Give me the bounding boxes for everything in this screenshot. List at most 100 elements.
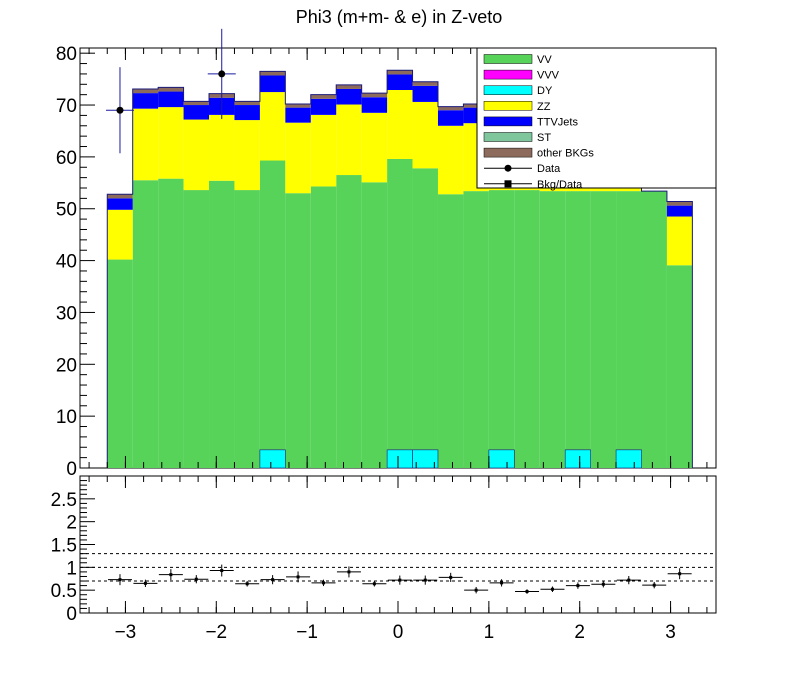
bar-vv-17 xyxy=(539,191,566,468)
overlay-bar-4 xyxy=(564,449,591,469)
bar-other-bkgs-14 xyxy=(463,104,489,108)
bar-other-bkgs-9 xyxy=(336,84,362,89)
bar-zz-13 xyxy=(437,125,464,195)
x-tick-label-5: 2 xyxy=(574,622,585,643)
legend-label-vvv: VVV xyxy=(537,70,560,82)
ratio-point-14 xyxy=(474,588,478,592)
bar-other-bkgs-13 xyxy=(437,106,464,111)
overlay-bar-5 xyxy=(615,449,642,469)
ratio-point-6 xyxy=(271,578,275,582)
bar-ttvjets-12 xyxy=(412,85,438,102)
bar-zz-22 xyxy=(666,216,693,266)
y-tick-label-3: 30 xyxy=(56,303,77,324)
ratio-point-13 xyxy=(449,575,453,579)
bar-vv-19 xyxy=(590,191,617,468)
ratio-point-11 xyxy=(398,578,402,582)
bar-other-bkgs-7 xyxy=(285,104,311,108)
ratio-reference-lines xyxy=(80,553,716,582)
ratio-y-tick-label-5: 2.5 xyxy=(51,490,77,511)
legend-label-st: ST xyxy=(537,132,551,144)
ratio-point-5 xyxy=(245,582,249,586)
chart-title: Phi3 (m+m- & e) in Z-veto xyxy=(296,7,503,27)
bar-ttvjets-11 xyxy=(387,74,413,90)
y-tick-label-0: 0 xyxy=(66,459,77,480)
bar-zz-6 xyxy=(259,92,286,161)
x-tick-label-2: −1 xyxy=(296,622,318,643)
ratio-point-16 xyxy=(525,590,529,594)
ratio-point-17 xyxy=(550,587,554,591)
ratio-point-2 xyxy=(169,573,173,577)
bar-ttvjets-3 xyxy=(183,105,210,120)
legend-swatch-other-bkgs xyxy=(483,147,533,158)
bar-vv-7 xyxy=(285,193,311,468)
bar-vv-6 xyxy=(259,160,286,468)
bar-other-bkgs-6 xyxy=(259,71,286,76)
ratio-y-tick-label-2: 1 xyxy=(66,558,77,579)
data-point-0 xyxy=(116,106,124,114)
bar-vv-0 xyxy=(107,259,133,468)
bar-zz-2 xyxy=(158,107,184,179)
legend-label-ttvjets: TTVJets xyxy=(537,116,578,128)
data-point-1 xyxy=(218,70,226,78)
ratio-point-20 xyxy=(627,578,631,582)
ratio-point-4 xyxy=(220,569,224,573)
legend-swatch-st xyxy=(483,132,533,142)
overlay-bar-2 xyxy=(412,449,439,469)
bar-zz-1 xyxy=(132,108,159,181)
ratio-point-7 xyxy=(296,575,300,579)
bar-ttvjets-13 xyxy=(437,110,464,126)
bar-vv-20 xyxy=(616,191,642,468)
bar-vv-11 xyxy=(387,158,413,469)
bar-vv-2 xyxy=(158,178,184,468)
overlay-bar-3 xyxy=(488,449,515,469)
bar-other-bkgs-8 xyxy=(310,94,337,99)
ratio-point-9 xyxy=(347,570,351,574)
bar-ttvjets-6 xyxy=(259,75,286,93)
ratio-point-1 xyxy=(143,581,147,585)
legend-marker-bkg-data xyxy=(504,180,512,188)
bar-zz-7 xyxy=(285,122,311,194)
ratio-point-21 xyxy=(652,583,656,587)
legend-label-other-bkgs: other BKGs xyxy=(537,148,594,160)
bar-zz-5 xyxy=(234,120,260,191)
bar-other-bkgs-0 xyxy=(107,194,133,199)
overlay-bar-1 xyxy=(386,449,413,469)
dy-overlay xyxy=(259,449,642,469)
bar-vv-3 xyxy=(183,190,210,468)
bar-zz-8 xyxy=(310,114,337,187)
y-tick-label-5: 50 xyxy=(56,200,77,221)
main-axes: 0 10 20 30 40 50 60 70 80 xyxy=(56,44,708,480)
ratio-point-3 xyxy=(194,577,198,581)
ratio-point-19 xyxy=(601,582,605,586)
bar-vv-8 xyxy=(310,186,337,468)
bar-other-bkgs-5 xyxy=(234,101,260,106)
bar-other-bkgs-2 xyxy=(158,87,184,92)
bar-vv-21 xyxy=(641,191,667,468)
legend-label-bkg-data: Bkg/Data xyxy=(537,179,583,191)
ratio-y-tick-label-0: 0 xyxy=(66,604,77,625)
legend-swatch-vvv xyxy=(483,69,533,80)
bar-ttvjets-5 xyxy=(234,105,260,121)
bar-zz-0 xyxy=(107,209,133,260)
ratio-point-15 xyxy=(500,581,504,585)
bar-other-bkgs-10 xyxy=(361,93,388,98)
legend-label-dy: DY xyxy=(537,85,553,97)
ratio-point-8 xyxy=(321,581,325,585)
bar-other-bkgs-11 xyxy=(387,70,413,75)
ratio-point-12 xyxy=(423,578,427,582)
bar-vv-18 xyxy=(565,191,591,468)
legend-swatch-zz xyxy=(483,101,533,111)
bar-other-bkgs-22 xyxy=(666,201,693,206)
x-tick-label-1: −2 xyxy=(205,622,227,643)
legend-label-vv: VV xyxy=(537,54,552,66)
bar-ttvjets-2 xyxy=(158,91,184,108)
bar-vv-5 xyxy=(234,190,260,468)
ratio-point-22 xyxy=(678,572,682,576)
ratio-y-tick-label-1: 0.5 xyxy=(51,581,77,602)
y-tick-label-1: 10 xyxy=(56,407,77,428)
ratio-point-18 xyxy=(576,584,580,588)
bar-zz-4 xyxy=(209,114,235,181)
bar-ttvjets-22 xyxy=(666,205,693,217)
